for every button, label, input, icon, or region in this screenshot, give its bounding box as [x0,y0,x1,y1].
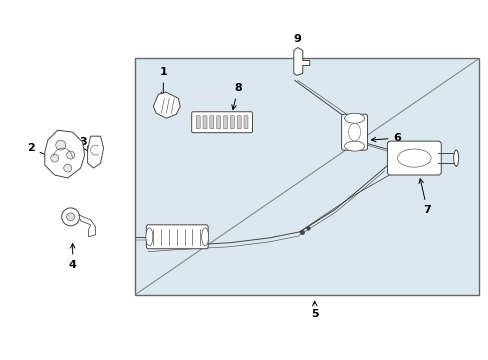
FancyBboxPatch shape [230,116,234,129]
Circle shape [51,154,59,162]
Polygon shape [293,48,309,75]
Text: 7: 7 [418,179,430,215]
Ellipse shape [344,113,364,123]
Ellipse shape [145,228,153,246]
Polygon shape [153,92,180,118]
FancyBboxPatch shape [191,112,252,133]
Circle shape [66,151,75,159]
FancyBboxPatch shape [146,225,208,249]
Text: 2: 2 [27,143,49,157]
Circle shape [66,213,75,221]
Text: 4: 4 [69,244,77,270]
Ellipse shape [453,150,458,166]
Circle shape [63,164,72,172]
FancyBboxPatch shape [341,114,367,150]
Polygon shape [45,130,84,178]
FancyBboxPatch shape [203,116,206,129]
Ellipse shape [348,123,360,141]
Bar [135,58,478,294]
Text: 1: 1 [159,67,167,96]
FancyBboxPatch shape [244,116,247,129]
FancyBboxPatch shape [196,116,200,129]
Circle shape [56,140,65,150]
Polygon shape [87,136,103,168]
Text: 9: 9 [293,33,302,57]
Ellipse shape [201,228,208,246]
Text: 3: 3 [79,137,88,151]
Text: 8: 8 [231,84,242,109]
FancyBboxPatch shape [386,141,440,175]
Ellipse shape [344,141,364,151]
Text: 5: 5 [310,301,318,319]
FancyBboxPatch shape [216,116,220,129]
Ellipse shape [397,149,430,167]
FancyBboxPatch shape [223,116,227,129]
FancyBboxPatch shape [237,116,241,129]
FancyBboxPatch shape [209,116,213,129]
Circle shape [61,208,80,226]
Polygon shape [79,215,95,237]
Text: 6: 6 [370,133,401,143]
